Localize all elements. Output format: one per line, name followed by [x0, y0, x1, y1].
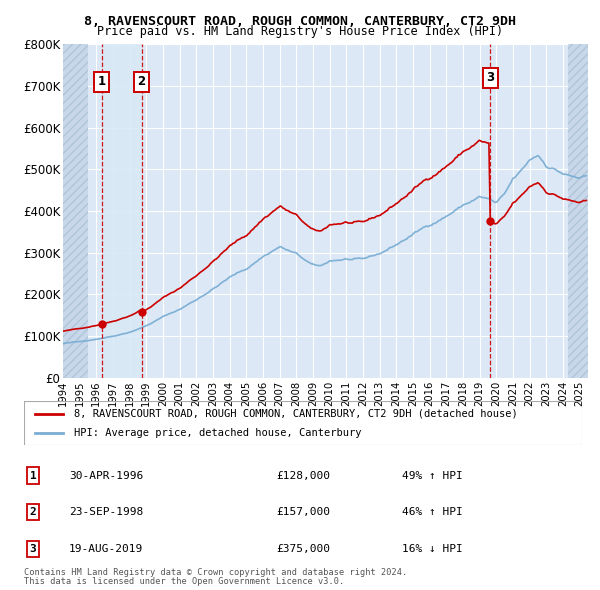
Text: 30-APR-1996: 30-APR-1996: [69, 471, 143, 480]
Text: This data is licensed under the Open Government Licence v3.0.: This data is licensed under the Open Gov…: [24, 577, 344, 586]
Text: 46% ↑ HPI: 46% ↑ HPI: [402, 507, 463, 517]
Text: 2: 2: [29, 507, 37, 517]
Text: 16% ↓ HPI: 16% ↓ HPI: [402, 544, 463, 553]
Text: £375,000: £375,000: [276, 544, 330, 553]
Text: 2: 2: [137, 76, 146, 88]
Text: 19-AUG-2019: 19-AUG-2019: [69, 544, 143, 553]
Text: £157,000: £157,000: [276, 507, 330, 517]
Text: 49% ↑ HPI: 49% ↑ HPI: [402, 471, 463, 480]
Text: Price paid vs. HM Land Registry's House Price Index (HPI): Price paid vs. HM Land Registry's House …: [97, 25, 503, 38]
Text: 8, RAVENSCOURT ROAD, ROUGH COMMON, CANTERBURY, CT2 9DH (detached house): 8, RAVENSCOURT ROAD, ROUGH COMMON, CANTE…: [74, 409, 518, 418]
Bar: [102, 44, 142, 378]
Text: 1: 1: [29, 471, 37, 480]
Text: 3: 3: [29, 544, 37, 553]
Text: Contains HM Land Registry data © Crown copyright and database right 2024.: Contains HM Land Registry data © Crown c…: [24, 568, 407, 577]
Text: 1: 1: [98, 76, 106, 88]
Text: 8, RAVENSCOURT ROAD, ROUGH COMMON, CANTERBURY, CT2 9DH: 8, RAVENSCOURT ROAD, ROUGH COMMON, CANTE…: [84, 15, 516, 28]
Text: 23-SEP-1998: 23-SEP-1998: [69, 507, 143, 517]
Text: 3: 3: [486, 71, 494, 84]
Text: HPI: Average price, detached house, Canterbury: HPI: Average price, detached house, Cant…: [74, 428, 362, 438]
Text: £128,000: £128,000: [276, 471, 330, 480]
